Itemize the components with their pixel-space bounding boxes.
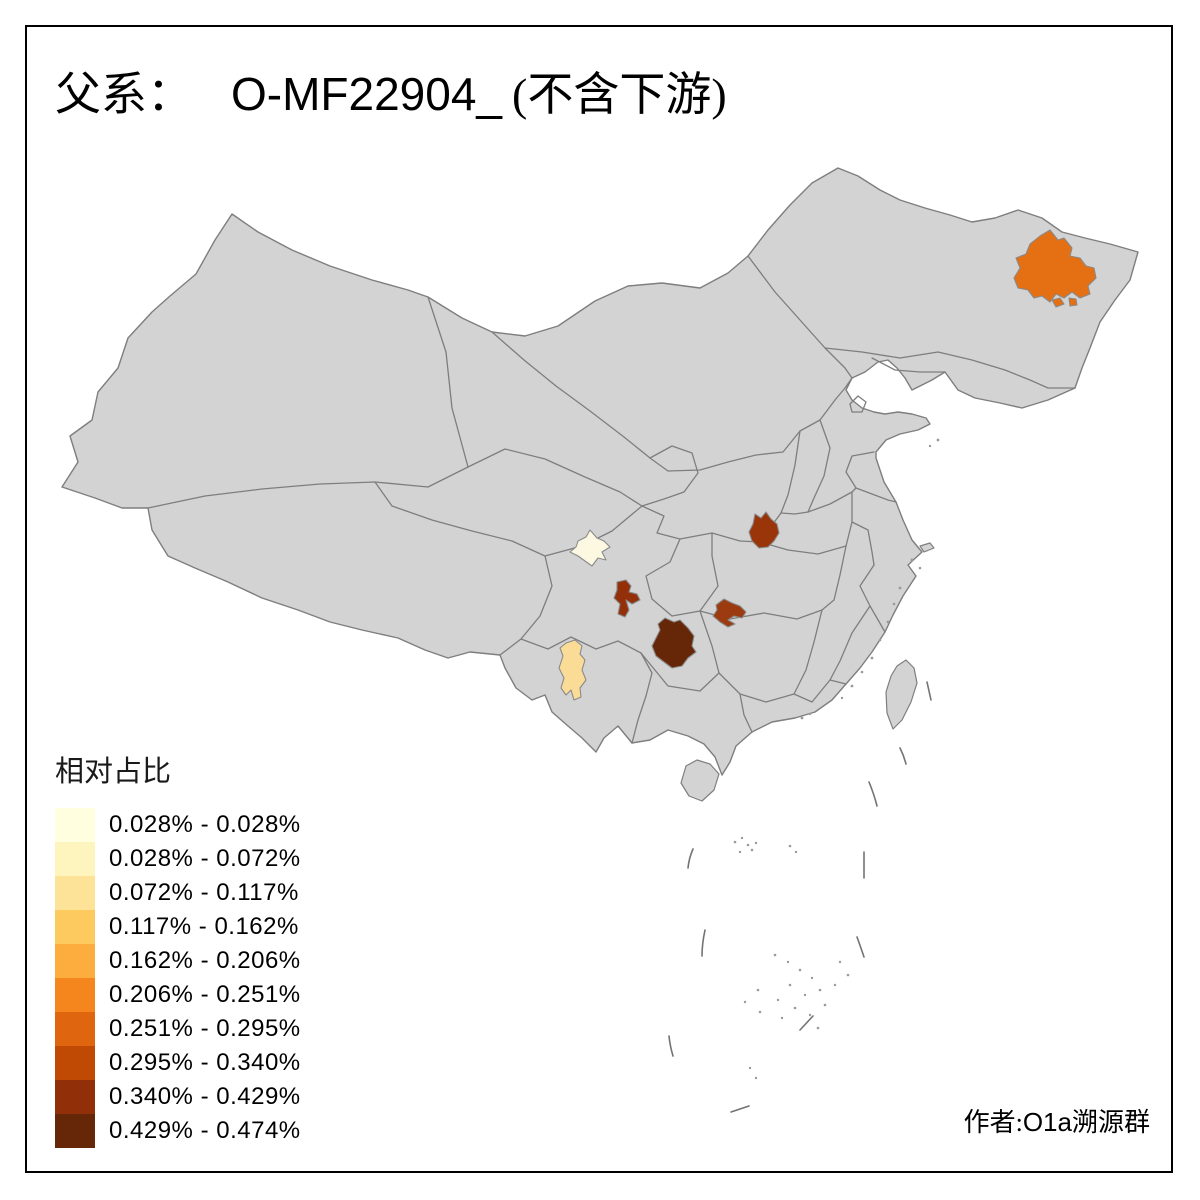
region-east-heilongjiang-fragment — [1051, 297, 1065, 308]
legend-swatch — [55, 808, 95, 842]
legend-row: 0.072% - 0.117% — [55, 876, 301, 910]
legend-row: 0.162% - 0.206% — [55, 944, 301, 978]
islet-dots — [733, 438, 940, 1080]
credit-suffix: 溯源群 — [1071, 1108, 1150, 1137]
region-central-hubei — [748, 511, 780, 549]
legend-row: 0.028% - 0.028% — [55, 808, 301, 842]
legend-label: 0.295% - 0.340% — [109, 1049, 301, 1076]
page-title: 父系： O-MF22904_ (不含下游) — [55, 58, 727, 124]
legend-label: 0.429% - 0.474% — [109, 1117, 301, 1144]
legend-label: 0.206% - 0.251% — [109, 981, 301, 1008]
legend-row: 0.251% - 0.295% — [55, 1012, 301, 1046]
legend-swatch — [55, 1080, 95, 1114]
legend-swatch — [55, 1114, 95, 1148]
region-north-guizhou — [651, 617, 697, 669]
legend-swatch — [55, 876, 95, 910]
legend-row: 0.295% - 0.340% — [55, 1046, 301, 1080]
author-credit: 作者:O1a溯源群 — [964, 1102, 1150, 1139]
region-north-hunan — [712, 598, 747, 628]
choropleth-regions — [558, 229, 1097, 701]
title-haplogroup: O-MF22904_ — [231, 68, 503, 120]
legend-label: 0.117% - 0.162% — [109, 913, 299, 940]
map-legend: 相对占比 0.028% - 0.028% 0.028% - 0.072% 0.0… — [55, 748, 301, 1148]
legend-swatch — [55, 842, 95, 876]
legend-row: 0.340% - 0.429% — [55, 1080, 301, 1114]
region-chengdu-sichuan — [569, 529, 611, 567]
legend-label: 0.028% - 0.028% — [109, 811, 301, 838]
region-north-yunnan — [558, 639, 587, 701]
region-south-sichuan — [613, 579, 641, 618]
legend-swatch — [55, 978, 95, 1012]
region-east-heilongjiang — [1013, 229, 1097, 303]
nine-dash-line — [668, 681, 932, 1113]
legend-row: 0.206% - 0.251% — [55, 978, 301, 1012]
province-borders — [147, 255, 1076, 744]
legend-label: 0.028% - 0.072% — [109, 845, 301, 872]
credit-group: O1a — [1022, 1107, 1072, 1137]
legend-row: 0.028% - 0.072% — [55, 842, 301, 876]
region-east-heilongjiang-fragment2 — [1068, 297, 1078, 307]
legend-row: 0.117% - 0.162% — [55, 910, 301, 944]
legend-label: 0.251% - 0.295% — [109, 1015, 301, 1042]
china-mainland — [61, 167, 1139, 776]
legend-swatch — [55, 1012, 95, 1046]
taiwan-island — [885, 659, 918, 730]
legend-label: 0.162% - 0.206% — [109, 947, 301, 974]
legend-swatch — [55, 944, 95, 978]
credit-prefix: 作者: — [963, 1108, 1023, 1137]
legend-label: 0.340% - 0.429% — [109, 1083, 301, 1110]
chongming-island — [919, 542, 935, 553]
title-suffix: (不含下游) — [512, 69, 727, 120]
legend-swatch — [55, 910, 95, 944]
legend-title: 相对占比 — [55, 756, 172, 788]
legend-swatch — [55, 1046, 95, 1080]
islands — [680, 542, 935, 802]
legend-label: 0.072% - 0.117% — [109, 879, 299, 906]
legend-row: 0.429% - 0.474% — [55, 1114, 301, 1148]
title-prefix: 父系： — [55, 69, 193, 120]
hainan-island — [680, 759, 720, 802]
